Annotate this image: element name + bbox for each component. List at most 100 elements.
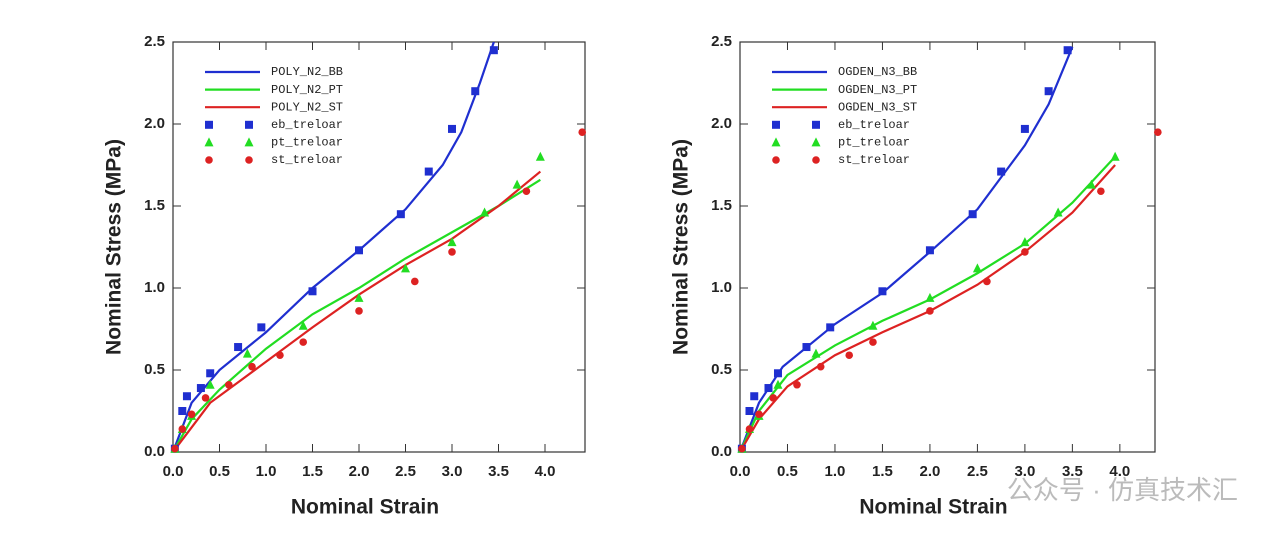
marker-circle (772, 156, 780, 164)
marker-triangle (972, 263, 982, 273)
marker-circle (411, 277, 419, 286)
marker-circle (745, 425, 754, 433)
marker-square (1044, 87, 1053, 96)
y-tick-label: 0.0 (711, 443, 732, 460)
marker-triangle (773, 379, 783, 389)
y-axis-label: Nominal Stress (MPa) (103, 139, 126, 355)
marker-square (773, 369, 782, 378)
x-tick-label: 4.0 (1109, 463, 1130, 480)
marker-square (448, 124, 457, 133)
marker-circle (845, 351, 854, 360)
marker-circle (245, 156, 253, 164)
fit-line (173, 170, 542, 453)
marker-square (178, 407, 187, 415)
marker-triangle (1053, 207, 1063, 217)
marker-triangle (811, 348, 821, 358)
marker-square (997, 167, 1006, 176)
marker-circle (187, 410, 196, 419)
marker-circle (869, 338, 877, 346)
plot-frame (172, 41, 586, 453)
marker-square (355, 246, 364, 255)
fit-line (740, 164, 1116, 453)
marker-square (396, 210, 405, 219)
legend-label: POLY_N2_PT (271, 83, 343, 97)
x-tick-label: 1.5 (872, 463, 893, 480)
marker-square (206, 369, 215, 378)
legend-label: OGDEN_N3_PT (838, 83, 917, 97)
legend-label: eb_treloar (838, 118, 910, 132)
legend-label: OGDEN_N3_ST (838, 100, 917, 114)
legend-label: eb_treloar (271, 118, 343, 132)
fit-line (173, 178, 541, 453)
x-tick-label: 3.5 (1062, 463, 1083, 480)
marker-circle (522, 187, 531, 196)
y-tick-label: 0.5 (144, 361, 165, 378)
marker-square (1063, 46, 1072, 55)
x-tick-label: 4.0 (535, 463, 556, 480)
x-tick-label: 3.0 (1014, 463, 1035, 480)
marker-circle (1021, 248, 1029, 256)
marker-circle (769, 394, 778, 402)
x-axis-label: Nominal Strain (291, 496, 439, 519)
marker-triangle (354, 292, 364, 302)
marker-square (257, 323, 266, 332)
marker-triangle (205, 379, 215, 389)
marker-circle (448, 248, 456, 256)
marker-square (245, 120, 253, 129)
x-tick-label: 1.5 (302, 463, 323, 480)
x-tick-label: 2.0 (349, 463, 370, 480)
x-tick-label: 0.5 (209, 463, 230, 480)
marker-square (182, 392, 191, 401)
marker-square (424, 167, 433, 176)
marker-triangle (925, 292, 935, 302)
marker-square (812, 120, 820, 129)
y-tick-label: 2.0 (711, 115, 732, 132)
y-axis-label: Nominal Stress (MPa) (670, 139, 693, 355)
legend-label: POLY_N2_ST (271, 100, 343, 114)
marker-circle (205, 156, 213, 164)
marker-circle (983, 277, 991, 286)
x-tick-label: 3.0 (442, 463, 463, 480)
x-tick-label: 2.0 (920, 463, 941, 480)
marker-circle (578, 128, 587, 136)
marker-triangle (447, 237, 457, 247)
marker-square (878, 287, 887, 296)
legend-label: st_treloar (271, 153, 343, 167)
marker-triangle (512, 179, 522, 189)
marker-square (750, 392, 759, 401)
marker-square (205, 120, 213, 129)
x-tick-label: 1.0 (825, 463, 846, 480)
y-tick-label: 0.0 (144, 443, 165, 460)
marker-triangle (1086, 179, 1096, 189)
marker-square (489, 46, 498, 55)
marker-triangle (242, 348, 252, 358)
marker-triangle (811, 137, 821, 147)
marker-circle (178, 425, 187, 433)
y-tick-label: 1.5 (711, 197, 732, 214)
x-axis-label: Nominal Strain (859, 496, 1007, 519)
x-tick-label: 0.0 (730, 463, 751, 480)
marker-circle (812, 156, 820, 164)
x-tick-label: 0.0 (163, 463, 184, 480)
y-tick-label: 2.5 (711, 33, 732, 50)
marker-circle (816, 362, 825, 371)
legend-label: pt_treloar (271, 136, 343, 150)
marker-triangle (244, 137, 254, 147)
marker-circle (201, 394, 210, 402)
marker-triangle (868, 320, 878, 330)
watermark: 公众号 · 仿真技术汇 (1007, 475, 1238, 505)
x-tick-label: 0.5 (777, 463, 798, 480)
x-tick-label: 3.5 (488, 463, 509, 480)
legend-label: st_treloar (838, 153, 910, 167)
marker-circle (1097, 187, 1105, 196)
marker-square (745, 407, 754, 415)
y-tick-label: 2.5 (144, 33, 165, 50)
marker-square (968, 210, 977, 219)
y-tick-label: 1.0 (711, 279, 732, 296)
marker-triangle (401, 263, 411, 273)
marker-circle (355, 307, 363, 315)
fit-line (740, 156, 1116, 453)
y-tick-label: 1.0 (144, 279, 165, 296)
marker-triangle (535, 151, 545, 161)
